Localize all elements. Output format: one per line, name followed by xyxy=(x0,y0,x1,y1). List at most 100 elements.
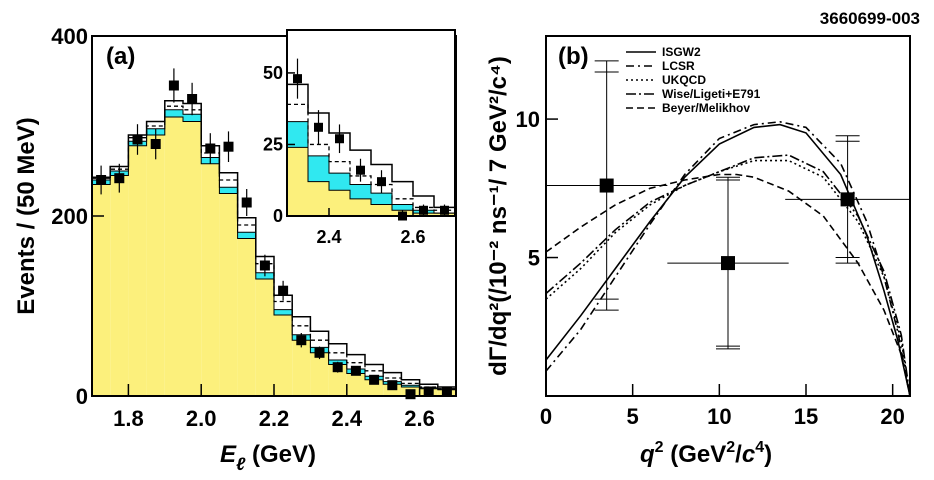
inset-x-tick-label: 2.6 xyxy=(400,227,425,247)
inset-y-tick-label: 0 xyxy=(273,206,283,226)
inset-ticks: 2.4 2.6 0 25 50 xyxy=(263,63,426,247)
inset-cyan-bin xyxy=(350,184,371,199)
main-data-point xyxy=(241,197,252,208)
panel-label-b: (b) xyxy=(558,43,589,70)
inset-yellow-bin xyxy=(287,147,308,216)
main-data-point xyxy=(168,80,179,91)
legend-label: UKQCD xyxy=(662,73,706,87)
inset-cyan-bin xyxy=(308,155,329,182)
inset-frame xyxy=(286,29,456,217)
inset-cyan-bin xyxy=(287,121,308,148)
main-cyan-bin xyxy=(401,385,420,387)
x-label-b-slash: / xyxy=(735,441,742,468)
x-axis-label-b: q2 (GeV2/c4) xyxy=(640,439,772,468)
inset-plot: 2.4 2.6 0 25 50 xyxy=(263,29,456,247)
main-yellow-bin xyxy=(274,315,293,396)
main-data-point xyxy=(187,94,198,104)
inset-yellow-bin xyxy=(371,204,392,216)
inset-data-point xyxy=(335,134,344,144)
x-label-a-sub: ℓ xyxy=(236,454,246,474)
x-tick-label-b: 20 xyxy=(880,404,904,429)
main-data-point xyxy=(441,386,452,397)
main-yellow-bin xyxy=(346,373,365,396)
main-x-tick-label: 2.4 xyxy=(332,406,363,431)
axis-ticks-a: 1.8 2.0 2.2 2.4 2.6 0 200 400 xyxy=(51,24,435,431)
legend-label: Beyer/Melikhov xyxy=(662,101,750,115)
main-yellow-bin xyxy=(310,352,329,396)
x-label-b-c: c xyxy=(742,441,755,468)
main-data-point xyxy=(150,139,161,149)
main-x-tick-label: 2.2 xyxy=(259,406,290,431)
main-data-point xyxy=(314,347,325,358)
inset-y-tick-label: 50 xyxy=(263,63,283,83)
data-point-b xyxy=(721,256,735,271)
x-label-b-q: q xyxy=(640,441,655,468)
data-points xyxy=(96,68,452,400)
main-cyan-bin xyxy=(164,109,183,117)
main-data-point xyxy=(114,173,125,184)
x-label-b-q-sup: 2 xyxy=(655,439,664,456)
main-y-tick-label: 400 xyxy=(51,24,88,49)
main-y-tick-label: 0 xyxy=(76,384,88,409)
y-axis-label-b: dΓ/dq²(/10⁻² ns⁻¹/ 7 GeV²/c⁴) xyxy=(485,56,512,376)
legend: ISGW2LCSRUKQCDWise/Ligeti+E791Beyer/Meli… xyxy=(626,45,761,115)
x-label-b-close: ) xyxy=(764,441,772,468)
main-yellow-bin xyxy=(328,364,347,396)
main-data-point xyxy=(205,143,216,154)
main-data-point xyxy=(405,389,416,400)
inset-cyan-bin xyxy=(329,173,350,191)
inset-yellow-bin xyxy=(329,190,350,216)
legend-label: Wise/Ligeti+E791 xyxy=(662,87,761,101)
curve-ukqcd xyxy=(545,159,911,397)
inset-yellow-bin xyxy=(308,181,329,216)
main-yellow-bin xyxy=(255,279,274,396)
inset-data-point xyxy=(314,122,323,132)
main-data-point xyxy=(350,365,361,376)
main-yellow-bin xyxy=(128,145,147,396)
main-data-point xyxy=(132,134,143,145)
histogram-fills xyxy=(92,109,456,396)
main-yellow-bin xyxy=(92,184,111,396)
inset-cyan-bin xyxy=(371,193,392,205)
x-label-a-unit: (GeV) xyxy=(245,441,316,468)
x-label-a-main: E xyxy=(220,441,237,468)
main-yellow-bin xyxy=(201,163,220,396)
inset-x-tick-label: 2.4 xyxy=(316,227,341,247)
main-yellow-bin xyxy=(110,175,129,396)
panel-b: 0 5 10 15 20 5 10 ISGW2LCSRUKQCDWise/Ligeti+E7… xyxy=(485,35,911,468)
curve-isgw2 xyxy=(545,123,911,397)
main-cyan-bin xyxy=(274,309,293,315)
inset-fills xyxy=(287,121,455,216)
main-yellow-bin xyxy=(183,121,202,396)
x-tick-label-b: 5 xyxy=(627,404,639,429)
curve-beyer-melikhov xyxy=(545,173,911,397)
main-cyan-bin xyxy=(237,232,256,239)
panel-a: 1.8 2.0 2.2 2.4 2.6 0 200 400 2.4 2.6 0 25 50 (a) E… xyxy=(13,24,457,474)
axis-ticks-b: 0 5 10 15 20 5 10 xyxy=(516,107,905,429)
x-tick-label-b: 10 xyxy=(707,404,731,429)
inset-y-tick-label: 25 xyxy=(263,134,283,154)
inset-cyan-bin xyxy=(392,204,413,211)
x-tick-label-b: 0 xyxy=(540,404,552,429)
y-axis-label-a: Events / (50 MeV) xyxy=(13,117,40,314)
main-data-point xyxy=(332,362,343,373)
main-yellow-bin xyxy=(237,238,256,396)
y-tick-label-b: 10 xyxy=(516,107,540,132)
model-curves xyxy=(545,120,911,397)
main-cyan-bin xyxy=(219,187,238,194)
curve-lcsr xyxy=(545,120,911,397)
data-point-b xyxy=(599,178,614,193)
main-data-point xyxy=(369,374,380,385)
inset-data-point xyxy=(377,177,386,187)
inset-data-point xyxy=(356,165,365,175)
inset-data-point xyxy=(440,205,449,215)
main-y-tick-label: 200 xyxy=(51,204,88,229)
x-tick-label-b: 15 xyxy=(794,404,818,429)
main-yellow-bin xyxy=(292,340,311,396)
inset-yellow-bin xyxy=(350,198,371,216)
data-points-b xyxy=(546,60,910,350)
main-data-point xyxy=(423,386,434,397)
x-label-b-c-sup: 4 xyxy=(755,439,764,456)
main-data-point xyxy=(259,260,270,271)
